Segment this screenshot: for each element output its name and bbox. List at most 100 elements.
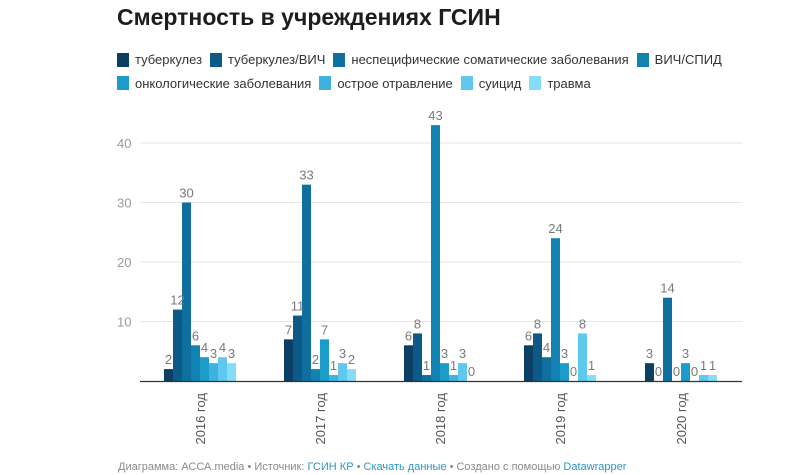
legend-item: ВИЧ/СПИД <box>636 49 722 70</box>
legend-label: неспецифические соматические заболевания <box>351 52 629 67</box>
bar <box>533 333 542 381</box>
y-tick-label: 40 <box>117 136 131 151</box>
legend-item: туберкулез <box>117 49 202 70</box>
bar <box>311 369 320 381</box>
y-tick-label: 10 <box>117 315 131 330</box>
value-label: 8 <box>534 316 541 331</box>
bar <box>524 345 533 381</box>
value-label: 1 <box>709 358 716 373</box>
value-label: 6 <box>525 328 532 343</box>
value-label: 3 <box>339 346 346 361</box>
value-label: 24 <box>548 221 562 236</box>
value-label: 2 <box>165 352 172 367</box>
bar <box>699 375 708 381</box>
value-label: 0 <box>691 364 698 379</box>
value-label: 0 <box>655 364 662 379</box>
bar <box>578 333 587 381</box>
bar <box>560 363 569 381</box>
legend-item: неспецифические соматические заболевания <box>333 49 629 70</box>
value-label: 11 <box>291 299 305 314</box>
bar <box>551 238 560 381</box>
value-label: 33 <box>299 168 313 183</box>
source-label: Источник: <box>254 461 308 473</box>
legend-label: суицид <box>478 75 522 91</box>
x-category-label: 2017 год <box>313 393 328 445</box>
bar <box>200 357 209 381</box>
bar <box>708 375 717 381</box>
separator: • <box>446 461 457 473</box>
legend-swatch <box>319 76 332 90</box>
separator: • <box>244 461 255 473</box>
legend-item: онкологические заболевания <box>117 73 311 94</box>
value-label: 3 <box>561 346 568 361</box>
value-label: 12 <box>170 293 184 308</box>
legend-swatch <box>117 52 129 67</box>
value-label: 1 <box>330 358 337 373</box>
legend-item: туберкулез/ВИЧ <box>210 49 325 70</box>
chart-title: Смертность в учреждениях ГСИН <box>117 4 501 30</box>
legend-label: травма <box>547 75 591 91</box>
bar <box>404 345 413 381</box>
value-label: 7 <box>285 322 292 337</box>
value-label: 6 <box>192 328 199 343</box>
bar <box>413 333 422 381</box>
x-category-label: 2020 год <box>674 393 689 445</box>
bar <box>449 375 458 381</box>
value-label: 0 <box>673 364 680 379</box>
source-link[interactable]: ГСИН КР <box>307 461 354 473</box>
bar <box>284 339 293 381</box>
bar <box>431 125 440 382</box>
separator: • <box>353 461 364 473</box>
y-tick-label: 20 <box>117 255 131 270</box>
bar <box>218 357 227 381</box>
bar <box>663 297 672 381</box>
legend-label: острое отравление <box>337 75 453 91</box>
bar <box>227 363 236 381</box>
bar <box>587 375 596 381</box>
value-label: 43 <box>428 108 442 123</box>
bar <box>645 363 654 381</box>
value-label: 4 <box>219 340 226 355</box>
bar <box>338 363 347 381</box>
value-label: 1 <box>700 358 707 373</box>
bar <box>422 375 431 381</box>
bar <box>681 363 690 381</box>
value-label: 3 <box>646 346 653 361</box>
legend-label: ВИЧ/СПИД <box>654 52 722 67</box>
created-with-label: Создано с помощью <box>456 461 564 473</box>
legend-label: туберкулез/ВИЧ <box>228 52 326 67</box>
legend-swatch <box>636 52 649 67</box>
value-label: 3 <box>459 346 466 361</box>
legend-swatch <box>333 52 346 67</box>
value-label: 4 <box>201 340 208 355</box>
legend-swatch <box>117 76 129 90</box>
legend: туберкулез туберкулез/ВИЧ неспецифические … <box>117 49 757 96</box>
bar <box>302 184 311 381</box>
bar <box>458 363 467 381</box>
chart-credit: Диаграмма: АССА.media <box>118 461 245 473</box>
x-category-label: 2019 год <box>553 393 568 445</box>
bar <box>173 309 182 381</box>
bar <box>191 345 200 381</box>
x-category-label: 2018 год <box>433 393 448 445</box>
value-label: 8 <box>579 316 586 331</box>
value-label: 1 <box>423 358 430 373</box>
legend-swatch <box>210 52 223 67</box>
value-label: 3 <box>210 346 217 361</box>
legend-swatch <box>460 76 473 90</box>
legend-label: онкологические заболевания <box>135 75 312 91</box>
value-label: 0 <box>570 364 577 379</box>
value-label: 7 <box>321 322 328 337</box>
value-label: 1 <box>450 358 457 373</box>
download-data-link[interactable]: Скачать данные <box>363 461 447 473</box>
bar <box>347 369 356 381</box>
value-label: 8 <box>414 316 421 331</box>
bar <box>329 375 338 381</box>
legend-item: травма <box>529 73 591 94</box>
value-label: 1 <box>588 358 595 373</box>
y-tick-label: 30 <box>117 196 131 211</box>
datawrapper-link[interactable]: Datawrapper <box>563 461 627 473</box>
value-label: 2 <box>312 352 319 367</box>
footer: Диаграмма: АССА.media • Источник: ГСИН К… <box>118 461 626 473</box>
